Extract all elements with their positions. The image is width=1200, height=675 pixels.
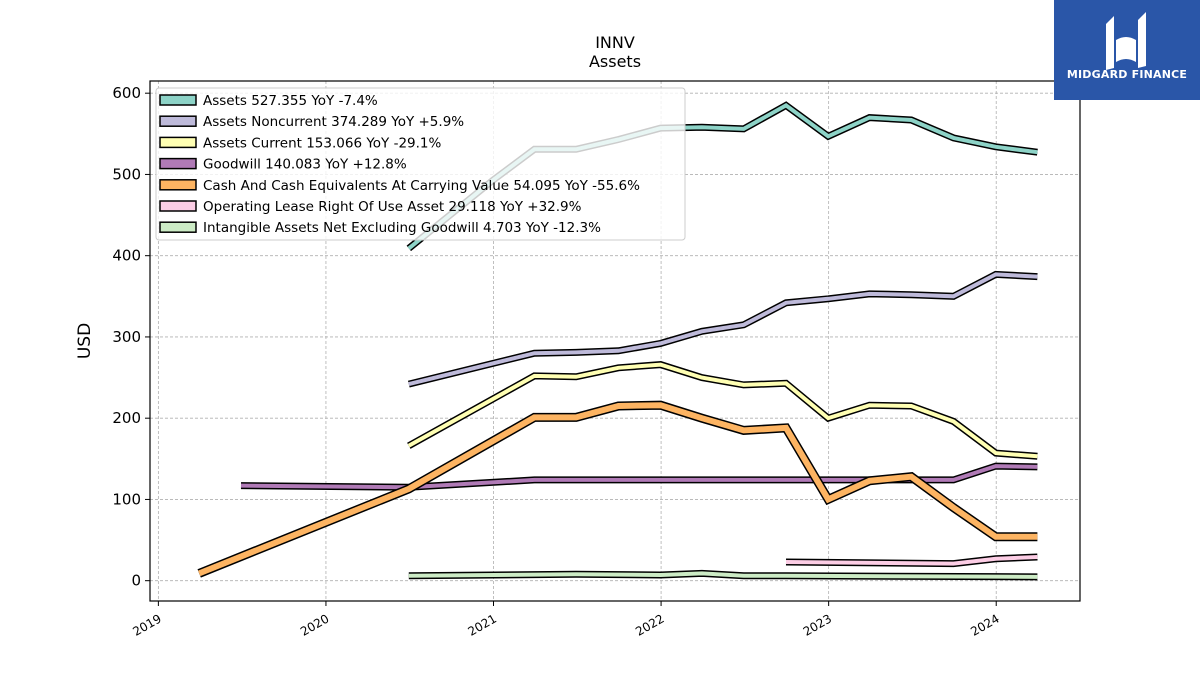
y-tick-label: 400: [112, 247, 141, 265]
legend-label: Goodwill 140.083 YoY +12.8%: [203, 157, 407, 173]
series-outline-2: [407, 361, 1038, 460]
plot-area-frame: [149, 80, 1081, 602]
logo-mark-icon: [1106, 12, 1146, 70]
y-tick-label: 600: [112, 84, 141, 102]
x-tick-label: 2024: [968, 611, 1001, 638]
legend-label: Assets Current 153.066 YoY -29.1%: [203, 135, 442, 151]
legend-swatch: [159, 157, 197, 170]
series-line-2: [407, 362, 1038, 459]
x-tick-label: 2019: [130, 611, 163, 638]
x-tick-label: 2020: [298, 611, 331, 638]
series-line-3: [240, 464, 1038, 490]
series-line-1: [408, 272, 1038, 387]
legend: Assets 527.355 YoY -7.4% Assets Noncurren…: [155, 87, 686, 241]
legend-box: [155, 87, 686, 241]
legend-swatch: [159, 200, 197, 212]
legend-swatch: [159, 221, 197, 233]
x-axis-ticks: 2019 2020 2021 2022 2023 2024: [130, 601, 1002, 639]
x-tick-label: 2023: [801, 611, 834, 638]
legend-label: Assets 527.355 YoY -7.4%: [203, 93, 378, 109]
legend-label: Assets Noncurrent 374.289 YoY +5.9%: [203, 114, 464, 130]
y-axis-ticks: 0 100 200 300 400 500 600: [112, 84, 150, 590]
series-line-4: [198, 402, 1038, 577]
chart-subtitle: Assets: [588, 52, 642, 71]
logo-text: MIDGARD FINANCE: [1066, 68, 1188, 81]
y-tick-label: 300: [112, 328, 141, 346]
y-tick-label: 200: [112, 409, 141, 427]
y-tick-label: 0: [131, 572, 141, 590]
x-tick-label: 2022: [633, 611, 666, 638]
legend-swatch: [159, 94, 197, 106]
series-line-5: [785, 555, 1038, 566]
x-tick-label: 2021: [466, 611, 499, 638]
legend-swatch: [159, 179, 197, 191]
y-tick-label: 500: [112, 165, 141, 183]
legend-label: Intangible Assets Net Excluding Goodwill…: [203, 220, 601, 236]
series-line-6: [408, 571, 1038, 579]
chart-title: INNV: [595, 33, 635, 52]
y-tick-label: 100: [112, 490, 141, 508]
y-axis-label: USD: [75, 323, 95, 359]
legend-swatch: [159, 136, 197, 149]
legend-label: Operating Lease Right Of Use Asset 29.11…: [203, 199, 582, 215]
brand-logo: MIDGARD FINANCE: [1054, 0, 1200, 100]
legend-swatch: [159, 115, 197, 127]
legend-label: Cash And Cash Equivalents At Carrying Va…: [203, 178, 640, 194]
